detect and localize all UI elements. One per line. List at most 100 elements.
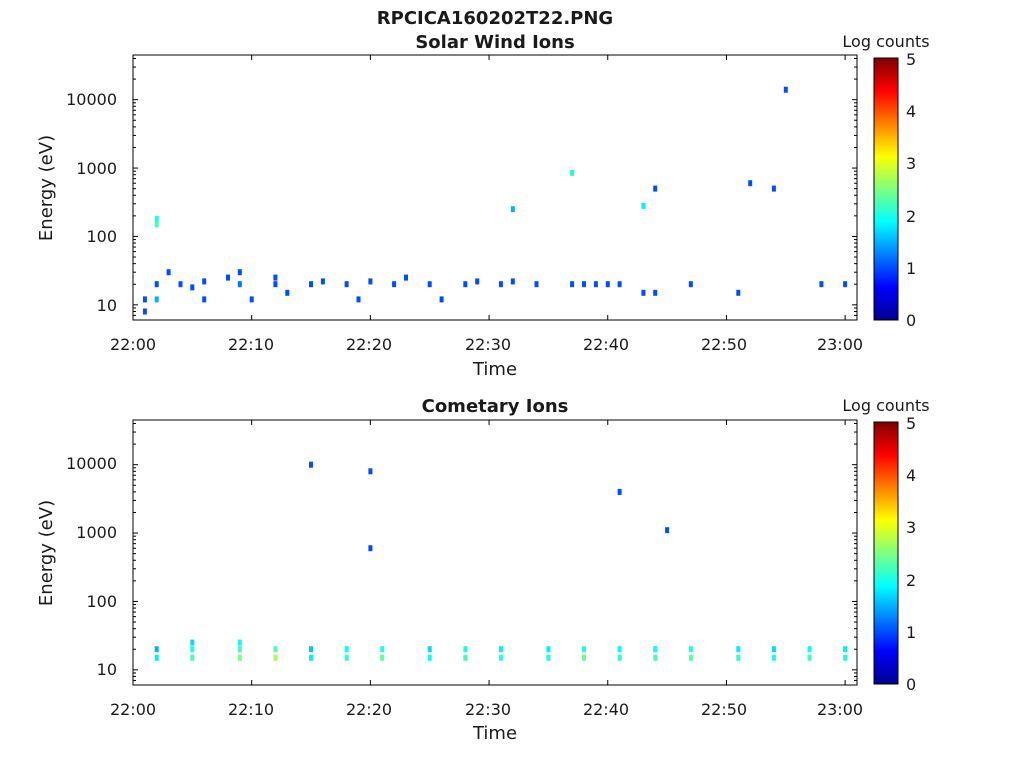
colorbar-tick: 5	[906, 414, 916, 433]
colorbar-tick: 4	[906, 466, 916, 485]
heatmap-cell	[688, 654, 693, 661]
y-axis-label: Energy (eV)	[36, 135, 57, 241]
heatmap-cell	[427, 646, 432, 653]
x-tick-label: 22:20	[346, 335, 392, 354]
x-tick-label: 22:30	[465, 335, 511, 354]
heatmap-cell	[736, 654, 741, 661]
heatmap-cell	[605, 281, 610, 288]
heatmap-cell	[427, 654, 432, 661]
heatmap-cell	[498, 646, 503, 653]
colorbar-label: Log counts	[842, 396, 929, 415]
heatmap-cell	[142, 296, 147, 303]
heatmap-cell	[273, 654, 278, 661]
heatmap-cell	[202, 278, 207, 285]
x-tick-label: 22:40	[583, 700, 629, 719]
figure-title: RPCICA160202T22.PNG	[377, 8, 613, 29]
heatmap-cell	[582, 646, 586, 653]
heatmap-cell	[570, 281, 575, 288]
heatmap-cell	[570, 169, 575, 176]
heatmap-cell	[617, 646, 622, 653]
heatmap-cell	[237, 654, 242, 661]
heatmap-cell	[392, 281, 397, 288]
heatmap-cell	[463, 281, 468, 288]
heatmap-cell	[498, 654, 503, 661]
heatmap-cell	[344, 281, 349, 288]
heatmap-cell	[190, 646, 195, 653]
heatmap-cell	[178, 281, 183, 288]
heatmap-cell	[273, 281, 278, 288]
plot-frame	[132, 54, 858, 321]
heatmap-cell	[665, 527, 670, 534]
colorbar-tick: 2	[906, 207, 916, 226]
heatmap-cell	[368, 468, 373, 475]
heatmap-cell	[226, 274, 230, 281]
colorbar-tick: 0	[906, 675, 916, 694]
heatmap-cell	[190, 639, 195, 646]
heatmap-cell	[190, 654, 195, 661]
panel-solar-wind: Solar Wind Ions 22:00 22:10 22:20 22:30 …	[36, 32, 930, 380]
heatmap-cell	[309, 461, 313, 468]
heatmap-cell	[546, 654, 551, 661]
heatmap-cell	[154, 296, 159, 303]
heatmap-cell	[546, 646, 551, 653]
heatmap-cell	[510, 278, 515, 285]
y-tick-label: 10	[97, 296, 117, 315]
heatmap-cell	[653, 646, 658, 653]
heatmap-cell	[843, 646, 848, 653]
heatmap-cell	[154, 646, 159, 653]
heatmap-cell	[688, 646, 693, 653]
heatmap-cell	[249, 296, 254, 303]
heatmap-cell	[380, 646, 385, 653]
heatmap-cell	[380, 654, 385, 661]
x-axis: 22:00 22:10 22:20 22:30 22:40 22:50 23:0…	[110, 55, 863, 354]
x-axis-label: Time	[472, 359, 517, 380]
y-tick-label: 10000	[66, 454, 117, 473]
panel-title: Solar Wind Ions	[415, 32, 574, 53]
colorbar-tick: 3	[906, 518, 916, 537]
heatmap-cell	[843, 281, 848, 288]
heatmap-cell	[807, 646, 812, 653]
colorbar	[873, 421, 899, 685]
y-tick-label: 10	[97, 660, 117, 679]
colorbar	[873, 57, 899, 321]
heatmap-cell	[807, 654, 812, 661]
heatmap-cell	[771, 185, 776, 192]
colorbar-tick: 5	[906, 50, 916, 69]
heatmap-cell	[344, 646, 349, 653]
heatmap-cell	[368, 545, 373, 552]
x-tick-label: 23:00	[817, 700, 863, 719]
x-tick-label: 22:20	[346, 700, 392, 719]
heatmap-cell	[736, 646, 741, 653]
heatmap-cell	[154, 221, 159, 228]
heatmap-cells	[154, 461, 848, 661]
heatmap-cell	[783, 86, 788, 93]
heatmap-cell	[653, 654, 658, 661]
heatmap-cell	[368, 278, 373, 285]
x-tick-label: 22:30	[465, 700, 511, 719]
heatmap-cell	[356, 296, 361, 303]
heatmap-cell	[309, 654, 313, 661]
x-axis-label: Time	[472, 723, 517, 744]
heatmap-cell	[736, 289, 741, 296]
heatmap-cell	[154, 281, 159, 288]
heatmap-cell	[463, 654, 468, 661]
colorbar-tick: 1	[906, 623, 916, 642]
heatmap-cell	[439, 296, 444, 303]
colorbar-tick: 1	[906, 259, 916, 278]
heatmap-cell	[320, 278, 325, 285]
heatmap-cell	[534, 281, 539, 288]
heatmap-cell	[843, 654, 848, 661]
heatmap-cell	[617, 654, 622, 661]
heatmap-cell	[582, 654, 586, 661]
colorbar-tick: 0	[906, 311, 916, 330]
heatmap-cell	[154, 654, 159, 661]
x-axis: 22:00 22:10 22:20 22:30 22:40 22:50 23:0…	[110, 420, 863, 719]
heatmap-cell	[617, 488, 622, 495]
heatmap-cell	[771, 646, 776, 653]
heatmap-cell	[653, 289, 658, 296]
heatmap-cell	[641, 202, 646, 209]
heatmap-cell	[819, 281, 824, 288]
x-tick-label: 22:50	[701, 700, 747, 719]
heatmap-cells	[142, 86, 848, 315]
